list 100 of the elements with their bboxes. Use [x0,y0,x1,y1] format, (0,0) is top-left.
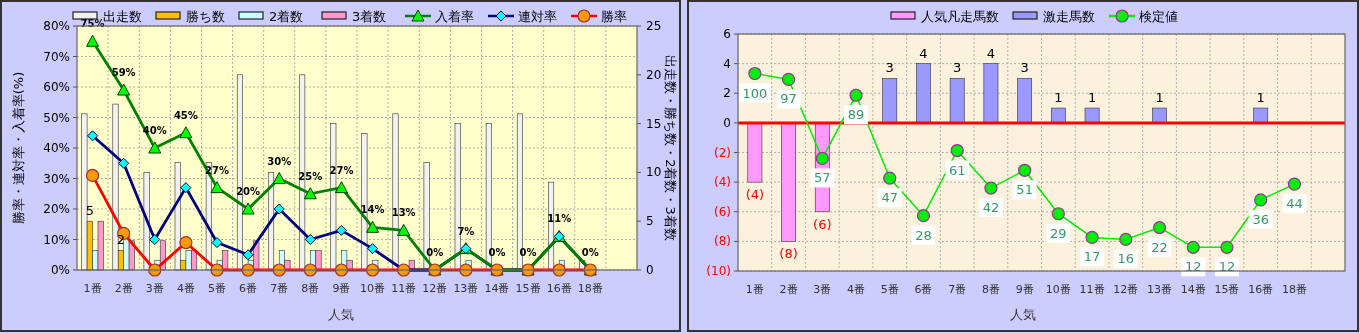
x-tick-label: 3番 [145,282,164,295]
data-label: 3 [953,60,962,76]
data-label: 20% [236,186,261,197]
data-label: 17 [1083,249,1101,265]
y-tick-label: (6) [714,204,731,219]
x-tick-label: 4番 [847,283,866,296]
data-label: (8) [779,246,798,262]
x-tick-label: 9番 [332,282,351,295]
y2-tick-label: 10 [646,165,662,180]
data-label: 13% [391,207,416,219]
y2-axis-title: 出走数・勝ち数・2着数・3着数 [663,55,678,241]
data-label: 3 [885,60,894,76]
data-label: 0% [488,247,506,258]
legend-label: 勝率 [601,9,627,24]
y-tick-label: 40% [43,141,70,155]
x-tick-label: 10番 [1045,283,1071,296]
x-tick-label: 16番 [546,282,572,295]
data-label: 0% [519,247,537,258]
y-tick-label: 80% [43,19,70,33]
x-tick-label: 12番 [1113,283,1139,296]
data-label: 36 [1252,211,1269,227]
legend-label: 検定値 [1139,9,1178,24]
y-tick-label: (4) [714,175,731,190]
x-tick-label: 3番 [813,283,832,296]
x-tick-label: 18番 [577,282,603,295]
x-tick-label: 6番 [914,283,933,296]
legend-label: 入着率 [435,9,474,24]
y-tick-label: 50% [43,110,70,125]
y-tick-label: (8) [714,234,731,249]
x-tick-label: 10番 [360,282,386,295]
legend-label: 2着数 [269,9,304,24]
x-tick-label: 15番 [515,282,541,295]
x-tick-label: 8番 [301,282,320,295]
data-label: 1 [1054,90,1063,106]
y-tick-label: 10% [43,232,70,247]
data-label: 4 [919,45,928,61]
data-label: 0% [426,247,444,258]
x-tick-label: 1番 [83,282,102,295]
x-tick-label: 14番 [484,282,510,295]
y2-tick-label: 25 [646,19,662,33]
data-label: 25% [298,170,323,182]
x-tick-label: 15番 [1214,283,1240,296]
y-tick-label: 6 [723,27,731,41]
y-tick-label: 0 [723,115,731,130]
data-label: 4 [986,45,996,61]
data-label: 1 [1155,90,1164,106]
data-label: 30% [267,155,292,167]
x-tick-label: 1番 [745,283,764,296]
data-label: 75% [80,18,105,30]
x-tick-label: 9番 [1015,283,1034,296]
x-tick-label: 11番 [391,282,417,295]
data-label: 28 [915,227,932,243]
data-label: 11% [547,213,572,225]
data-label: (6) [813,216,832,232]
data-label: 47 [881,190,899,206]
data-label: 29 [1050,225,1067,241]
data-label: 3 [1020,60,1029,76]
x-tick-label: 5番 [208,282,226,295]
y2-tick-label: 20 [646,67,662,82]
x-tick-label: 4番 [176,282,195,295]
y2-tick-label: 15 [646,116,662,131]
legend-label: 人気凡走馬数 [921,9,999,24]
legend-label: 3着数 [352,9,387,24]
y-tick-label: 30% [43,171,70,186]
x-tick-label: 6番 [239,282,258,295]
legend-label: 出走数 [103,9,142,24]
y2-tick-label: 0 [646,263,654,277]
data-label: 42 [982,200,1000,216]
data-label: 12 [1218,259,1236,275]
data-label: 61 [948,162,966,178]
data-label: 5 [85,203,94,219]
data-label: 100 [742,85,768,101]
x-tick-label: 13番 [453,282,479,295]
x-axis-title: 人気 [327,307,354,322]
x-tick-label: 7番 [948,283,967,296]
x-tick-label: 8番 [981,283,1000,296]
legend-label: 勝ち数 [186,9,225,24]
data-label: 97 [780,91,797,107]
data-label: 27% [329,164,354,176]
x-tick-label: 2番 [779,283,798,296]
data-label: 89 [847,107,865,123]
x-tick-label: 14番 [1180,283,1206,296]
data-label: 22 [1151,239,1168,255]
x-tick-label: 7番 [270,282,289,295]
x-tick-label: 18番 [1281,283,1307,296]
data-label: 1 [1087,90,1097,106]
y-tick-label: (10) [706,264,731,278]
data-label: (4) [745,187,765,203]
data-label: 45% [173,109,198,121]
data-label: 51 [1016,182,1033,198]
x-tick-label: 12番 [422,282,448,295]
x-tick-label: 13番 [1147,283,1173,296]
legend-label: 激走馬数 [1043,9,1095,24]
data-label: 1 [1256,90,1265,106]
data-label: 0% [581,247,599,258]
y-tick-label: 0% [50,263,70,277]
y-tick-label: 2 [723,86,731,101]
data-label: 16 [1117,251,1135,267]
y-tick-label: 70% [43,49,70,64]
x-axis-title: 人気 [1010,307,1036,322]
